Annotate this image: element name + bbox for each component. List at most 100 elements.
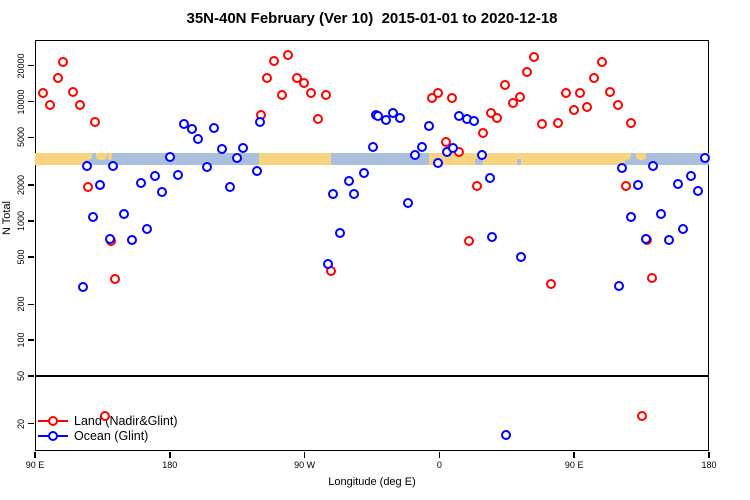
scatter-point-land — [492, 113, 503, 124]
scatter-point-land — [83, 181, 94, 192]
x-tick — [708, 452, 710, 458]
island-patch — [96, 152, 107, 160]
scatter-point-ocean — [142, 224, 153, 235]
scatter-point-ocean — [664, 235, 675, 246]
land-segment — [258, 152, 331, 166]
scatter-point-ocean — [334, 228, 345, 239]
fifty-gridline — [35, 375, 709, 377]
scatter-point-ocean — [686, 170, 697, 181]
scatter-point-land — [560, 87, 571, 98]
scatter-point-land — [500, 80, 511, 91]
scatter-point-land — [306, 87, 317, 98]
scatter-point-ocean — [673, 179, 684, 190]
scatter-point-ocean — [164, 152, 175, 163]
x-tick — [34, 452, 36, 458]
scatter-point-land — [321, 90, 332, 101]
island-patch — [622, 152, 632, 160]
x-tick-label: 180 — [162, 460, 178, 470]
scatter-point-land — [477, 128, 488, 139]
scatter-point-ocean — [126, 235, 137, 246]
island-patch — [81, 152, 92, 160]
x-axis-title: Longitude (deg E) — [328, 476, 416, 488]
scatter-point-ocean — [104, 234, 115, 245]
scatter-point-land — [536, 119, 547, 130]
y-tick-label: 5000 — [16, 127, 26, 148]
scatter-point-ocean — [349, 189, 360, 199]
inland-sea-patch — [516, 158, 522, 166]
scatter-point-ocean — [136, 178, 147, 189]
scatter-point-ocean — [617, 162, 628, 173]
x-tick-label: 90 E — [564, 460, 584, 470]
scatter-point-ocean — [119, 209, 130, 220]
y-tick — [28, 256, 34, 258]
y-tick-label: 1000 — [16, 210, 26, 231]
y-tick — [28, 303, 34, 306]
scatter-point-land — [68, 87, 79, 98]
chart-title: 35N-40N February (Ver 10) 2015-01-01 to … — [186, 10, 558, 27]
scatter-point-ocean — [157, 187, 168, 198]
scatter-point-ocean — [81, 160, 92, 171]
scatter-point-ocean — [367, 142, 378, 153]
scatter-point-ocean — [107, 160, 118, 171]
scatter-point-ocean — [647, 161, 658, 172]
scatter-point-ocean — [358, 167, 369, 178]
scatter-point-ocean — [193, 134, 204, 145]
scatter-point-ocean — [632, 180, 643, 191]
scatter-point-ocean — [409, 150, 420, 161]
y-tick-label: 200 — [16, 296, 26, 312]
scatter-point-ocean — [484, 173, 495, 184]
scatter-point-ocean — [254, 116, 265, 127]
scatter-point-ocean — [202, 161, 213, 172]
x-tick — [303, 452, 306, 458]
y-tick-label: 100 — [16, 332, 26, 348]
scatter-point-land — [53, 73, 64, 84]
scatter-point-ocean — [423, 120, 434, 131]
legend-marker-circle — [48, 415, 58, 426]
scatter-point-ocean — [402, 198, 413, 209]
legend-label: Ocean (Glint) — [74, 429, 149, 443]
scatter-point-land — [38, 87, 49, 98]
legend: Land (Nadir&Glint) Ocean (Glint) — [38, 413, 258, 443]
scatter-point-ocean — [322, 259, 333, 270]
scatter-point-land — [581, 102, 592, 113]
y-tick — [28, 100, 34, 103]
scatter-point-ocean — [692, 186, 703, 197]
scatter-point-ocean — [656, 209, 667, 220]
scatter-point-ocean — [477, 150, 488, 161]
scatter-point-land — [620, 181, 631, 192]
scatter-point-land — [283, 50, 294, 61]
scatter-point-land — [588, 73, 599, 84]
scatter-point-ocean — [179, 119, 190, 130]
y-tick — [28, 422, 34, 425]
plot-frame — [35, 40, 709, 451]
y-tick-label: 2000 — [16, 174, 26, 195]
scatter-point-ocean — [699, 152, 710, 163]
legend-marker-circle — [48, 430, 58, 441]
y-tick-label: 10000 — [16, 89, 26, 115]
scatter-point-ocean — [516, 251, 527, 262]
scatter-point-ocean — [187, 124, 198, 135]
scatter-point-land — [528, 52, 539, 63]
scatter-point-ocean — [208, 123, 219, 134]
x-tick — [169, 452, 171, 458]
scatter-point-land — [74, 100, 85, 111]
scatter-point-ocean — [95, 180, 106, 191]
scatter-point-land — [647, 273, 658, 284]
scatter-point-land — [471, 181, 482, 192]
legend-item: Ocean (Glint) — [38, 428, 258, 443]
scatter-point-land — [426, 92, 437, 103]
scatter-point-land — [441, 137, 452, 148]
scatter-point-land — [110, 274, 121, 285]
scatter-point-land — [569, 105, 580, 116]
scatter-point-ocean — [149, 170, 160, 181]
y-tick — [28, 220, 34, 222]
scatter-point-land — [552, 118, 563, 129]
scatter-point-land — [58, 57, 69, 68]
scatter-point-land — [626, 118, 637, 129]
legend-item: Land (Nadir&Glint) — [38, 413, 258, 428]
scatter-point-land — [262, 73, 273, 84]
inland-sea-patch — [475, 158, 483, 166]
y-tick-label: 500 — [16, 249, 26, 265]
scatter-point-ocean — [77, 281, 88, 292]
